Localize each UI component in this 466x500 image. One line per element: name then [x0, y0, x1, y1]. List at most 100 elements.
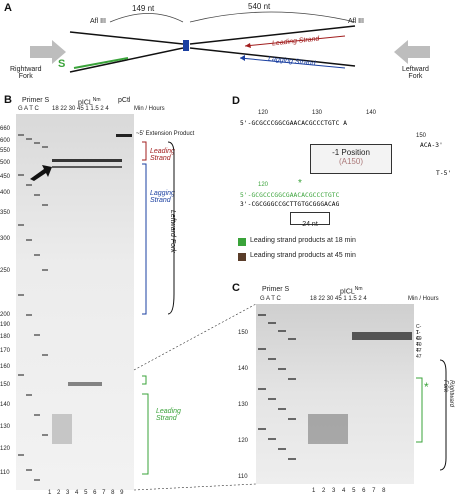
lane-1: 1	[48, 490, 52, 496]
lane-5: 5	[84, 490, 88, 496]
lane-3: 3	[66, 490, 70, 496]
panel-b-picl-text: pICL	[78, 99, 93, 107]
fork-arm-upper-right	[189, 25, 356, 45]
dist-right-label: 540 nt	[248, 2, 271, 11]
size-400: 400	[0, 190, 11, 196]
panel-b-lane-numbers: 1 2 3 4 5 6 7 8 9	[48, 490, 123, 496]
panel-c-picl-text: pICL	[340, 288, 355, 296]
size-130: 130	[0, 424, 11, 430]
leftward-fork-label: Leftward Fork	[402, 66, 429, 80]
legend-brown-swatch	[238, 253, 246, 261]
panel-d-letter: D	[232, 95, 240, 107]
c-lane-5: 5	[352, 488, 356, 494]
panel-b-arrow	[30, 165, 52, 181]
size-110: 110	[0, 470, 10, 476]
dist-left-label: 149 nt	[132, 4, 155, 13]
size-250: 250	[0, 268, 11, 274]
panel-c-letter: C	[232, 282, 240, 294]
minus1-box: -1 Position (A150)	[310, 144, 392, 174]
pos-120: 120	[258, 110, 269, 116]
lane-8: 8	[111, 490, 115, 496]
rightward-fork-label: Rightward Fork	[10, 66, 42, 80]
panel-c-mm-header: 18 22 30 45 1 1.5 2 4	[310, 296, 367, 302]
panel-b-primer-s: Primer S	[22, 97, 50, 104]
panel-b-leading-strand: Leading Strand	[150, 148, 175, 162]
band-c40: C-40	[416, 336, 422, 348]
band-t47: T-47	[416, 342, 422, 354]
panel-c-gel	[256, 304, 414, 484]
bracket-green-bottom	[142, 393, 149, 475]
minus1-sub: (A150)	[338, 157, 363, 166]
green-pos-120: 120	[258, 182, 269, 188]
size-550: 550	[0, 148, 11, 154]
size-140: 140	[0, 402, 11, 408]
c-lane-7: 7	[372, 488, 376, 494]
panel-b-letter: B	[4, 94, 12, 106]
size-150: 150	[0, 382, 11, 388]
pos-130: 130	[312, 110, 323, 116]
c-size-130: 130	[238, 402, 249, 408]
panel-b-leading-strand-bottom: Leading Strand	[156, 408, 181, 422]
bottom-strand-seq: 3'-CGCGGGCCGCTTGTGCGGGACAG	[240, 201, 340, 208]
size-120: 120	[0, 446, 11, 452]
panel-b-ext-label: ~5' Extension Product	[136, 131, 195, 137]
size-600: 600	[0, 138, 11, 144]
panel-c-star: *	[424, 380, 429, 394]
size-660: 660	[0, 126, 11, 132]
lagging-strand-line	[239, 57, 346, 69]
c-lane-2: 2	[322, 488, 326, 494]
size-170: 170	[0, 348, 11, 354]
len-24: 24 nt	[302, 221, 318, 228]
icl-lesion	[183, 40, 189, 51]
panel-b-picl-sup: Nm	[92, 97, 101, 103]
leading-strand-line	[244, 35, 346, 47]
panel-c-brackets	[416, 359, 447, 471]
green-star: *	[298, 178, 302, 189]
dist-left-bracket	[109, 13, 184, 23]
panel-c-primer-s: Primer S	[262, 286, 290, 293]
panel-c-picl: pICLNm	[340, 286, 363, 295]
pos-150: 150	[416, 133, 427, 139]
bracket-green-top	[142, 375, 147, 385]
len-24-box: 24 nt	[290, 212, 330, 228]
size-300: 300	[0, 236, 11, 242]
panel-b-brackets	[142, 141, 175, 475]
size-200: 200	[0, 312, 11, 318]
lane-2: 2	[57, 490, 61, 496]
size-450: 450	[0, 174, 11, 180]
dist-right-bracket	[189, 11, 356, 23]
c-lane-1: 1	[312, 488, 316, 494]
lane-6: 6	[93, 490, 97, 496]
panel-c-min-hours: Min / Hours	[408, 296, 439, 302]
panel-b-min-hours: Min / Hours	[134, 106, 165, 112]
mid-strand-end: T-5'	[436, 170, 452, 177]
panel-b-picl: pICLNm	[78, 97, 101, 106]
c-size-140: 140	[238, 366, 249, 372]
size-350: 350	[0, 210, 11, 216]
c-lane-3: 3	[332, 488, 336, 494]
bracket-green	[416, 377, 423, 443]
c-lane-8: 8	[382, 488, 386, 494]
c-lane-4: 4	[342, 488, 346, 494]
c-size-150: 150	[238, 330, 249, 336]
top-strand-seq: 5'-GCGCCCGGCGAACACGCCCTGTC A	[240, 120, 348, 127]
legend-green-text: Leading strand products at 18 min	[250, 237, 356, 244]
panel-a-letter: A	[4, 2, 12, 14]
legend-brown-text: Leading strand products at 45 min	[250, 252, 356, 259]
leftward-fork-arrow	[394, 40, 430, 64]
rightward-fork-arrow	[30, 40, 66, 64]
bracket-leftward-black	[167, 141, 175, 315]
c-lane-6: 6	[362, 488, 366, 494]
pos-140: 140	[366, 110, 377, 116]
lane-9: 9	[120, 490, 124, 496]
panel-b-lanes-gatc: G A T C	[18, 106, 39, 112]
fork-arm-lower-left	[69, 47, 184, 73]
lagging-strand-arrowhead	[240, 55, 245, 61]
bracket-rightward	[439, 359, 447, 471]
lane-7: 7	[102, 490, 106, 496]
afl3-right-label: Afl III	[348, 18, 364, 25]
size-190: 190	[0, 322, 11, 328]
fork-arm-upper-left	[69, 31, 184, 45]
minus1-title: -1 Position	[332, 148, 370, 157]
